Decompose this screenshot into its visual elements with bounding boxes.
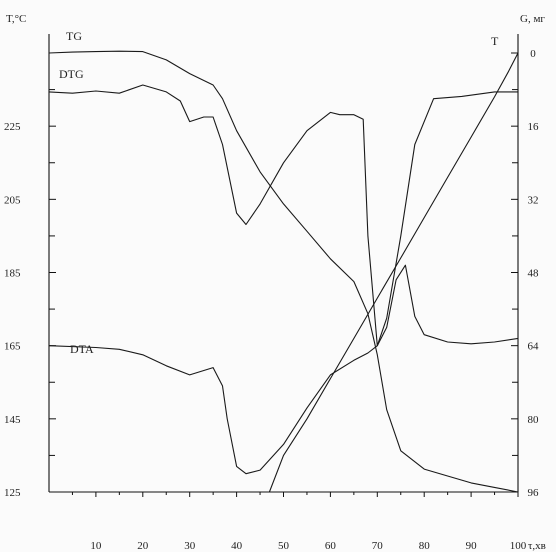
- curves: [48, 50, 519, 493]
- x-tick-label: 30: [184, 540, 196, 552]
- series-label-dta: DTA: [70, 342, 94, 356]
- y-left-tick-label: 165: [4, 341, 21, 353]
- x-tick-label: 90: [466, 540, 478, 552]
- x-tick-label: 100: [510, 540, 527, 552]
- series-line-dta: [48, 264, 519, 475]
- y-right-tick-label: 32: [528, 194, 539, 206]
- y-left-tick-label: 125: [4, 487, 21, 499]
- series-label-tg: TG: [66, 29, 82, 43]
- y-left-tick-label: 185: [4, 268, 21, 280]
- x-axis-title: τ,хв: [528, 540, 546, 552]
- x-tick-label: 20: [137, 540, 149, 552]
- series-line-dtg: [48, 84, 518, 347]
- y-right-tick-label: 80: [528, 414, 540, 426]
- y-right-tick-label: 16: [528, 121, 540, 133]
- y-right-axis-title: G, мг: [520, 13, 545, 25]
- y-left-axis-title: T,°C: [6, 13, 26, 25]
- y-right-tick-label: 0: [530, 48, 536, 60]
- x-tick-label: 60: [325, 540, 337, 552]
- ticks: [49, 52, 519, 497]
- x-tick-label: 50: [278, 540, 290, 552]
- axes: [48, 34, 519, 493]
- y-left-tick-label: 145: [4, 414, 21, 426]
- y-left-tick-label: 205: [4, 194, 21, 206]
- x-tick-label: 70: [372, 540, 384, 552]
- y-right-tick-label: 64: [528, 341, 540, 353]
- series-line-t: [268, 52, 519, 493]
- series-label-dtg: DTG: [59, 67, 84, 81]
- series-line-tg: [48, 50, 519, 493]
- series-label-t: T: [491, 34, 499, 48]
- y-right-tick-label: 48: [528, 268, 540, 280]
- y-right-tick-label: 96: [528, 487, 540, 499]
- x-tick-label: 40: [231, 540, 243, 552]
- tick-labels: 10 20 30 40 50 60 70 80 90 100 125 145 165 185 205 225 0…: [4, 48, 539, 552]
- x-tick-label: 80: [419, 540, 431, 552]
- x-tick-label: 10: [90, 540, 102, 552]
- y-left-tick-label: 225: [4, 121, 21, 133]
